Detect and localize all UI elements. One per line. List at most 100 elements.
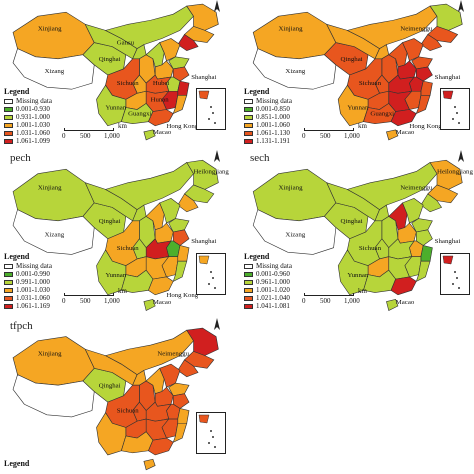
province-label: Xizang (45, 68, 65, 75)
legend-item: 0.001-0.850 (244, 105, 292, 113)
legend-item: 0.851-1.000 (244, 113, 292, 121)
legend-item: 1.061-1.169 (4, 302, 52, 310)
legend-swatch (244, 295, 253, 301)
legend-item: Missing data (4, 262, 52, 270)
province-label: Neimenggu (157, 351, 189, 358)
province-fujian (415, 260, 431, 282)
legend-label: 1.131-1.191 (256, 137, 290, 145)
province-label: Qinghai (99, 382, 121, 389)
map-legend: Legend (4, 460, 29, 469)
province-heilongjiang (186, 159, 219, 190)
province-jiangsu (172, 66, 190, 82)
legend-item: 0.991-1.000 (4, 278, 52, 286)
map-panel-tech: Xinjiang Neimenggu Qinghai Xizang Sichuan Yun… (240, 0, 474, 150)
province-label: Macao (396, 129, 415, 136)
legend-item: 1.041-1.081 (244, 302, 292, 310)
province-label: Xinjiang (278, 26, 303, 33)
province-label: Hubei (153, 80, 170, 87)
scale-unit: km (358, 287, 367, 295)
province-label: Sichuan (359, 80, 382, 87)
north-arrow-icon (210, 150, 224, 168)
legend-label: 0.001-0.960 (256, 270, 290, 278)
china-choropleth-map: Xinjiang Xizang Qinghai Gansu Sichuan YunnanG… (12, 3, 219, 141)
legend-swatch (4, 279, 13, 285)
province-xinjiang (252, 168, 337, 222)
province-liaoning (177, 359, 199, 378)
province-label: Yunnan (106, 105, 127, 112)
legend-swatch (244, 98, 253, 104)
scale-tick-label: 500 (80, 297, 91, 305)
legend-item: 1.061-1.099 (4, 137, 52, 145)
map-legend: Legend Missing data 0.001-0.930 0.931-1.000… (4, 88, 52, 145)
china-choropleth-map: Xinjiang Xizang Qinghai Heilongjiang Neimeng… (252, 159, 474, 311)
legend-label: 1.061-1.169 (16, 302, 50, 310)
scale-tick-label: 0 (302, 132, 306, 140)
province-label: Neimenggu (400, 26, 433, 33)
legend-label: 1.001-1.030 (16, 121, 50, 129)
map-panel-tfpch: tfpch Xinjiang Qinghai Sichuan Neimenggu Lege… (0, 318, 230, 474)
province-guangdong (390, 109, 417, 127)
province-neimenggu (104, 5, 194, 50)
legend-swatch (4, 295, 13, 301)
scale-tick-label: 0 (62, 132, 66, 140)
province-label: Qinghai (99, 218, 121, 225)
province-label: Qinghai (340, 56, 362, 63)
province-hainan (143, 129, 156, 141)
province-xizang (252, 48, 337, 90)
map-panel-sech: sech Xinjiang Xizang Qinghai Heilongjiang Nei… (240, 150, 474, 315)
scale-bar: 0 500 1,000 km (62, 122, 142, 142)
province-label: Xinjiang (38, 26, 62, 33)
legend-item: 0.961-1.000 (244, 278, 292, 286)
legend-title: Legend (244, 252, 270, 261)
province-jiangsu (172, 229, 190, 246)
legend-item: 1.031-1.060 (4, 294, 52, 302)
legend-label: 0.991-1.000 (16, 278, 50, 286)
legend-label: 0.931-1.000 (16, 113, 50, 121)
scale-tick-label: 1,000 (104, 132, 120, 140)
province-neimenggu (346, 5, 438, 50)
province-guangdong (148, 437, 174, 456)
province-label: Macao (153, 129, 171, 136)
legend-title: Legend (4, 87, 30, 96)
province-guangdong (390, 276, 417, 296)
province-liaoning (420, 193, 443, 213)
legend-item: Missing data (244, 262, 292, 270)
province-hainan (386, 129, 399, 141)
province-neimenggu (104, 329, 194, 375)
legend-label: 0.001-0.990 (16, 270, 50, 278)
province-label: Sichuan (117, 245, 139, 252)
province-liaoning (420, 34, 443, 52)
legend-item: 1.021-1.040 (244, 294, 292, 302)
scale-tick-label: 1,000 (104, 297, 120, 305)
scale-tick-label: 500 (320, 132, 331, 140)
legend-title: Legend (4, 252, 30, 261)
province-xinjiang (12, 168, 95, 222)
province-label: Neimenggu (400, 184, 433, 191)
legend-swatch (244, 122, 253, 128)
scale-bar: 0 500 1,000 km (62, 287, 142, 307)
province-label: Xinjiang (38, 351, 62, 358)
map-legend: Legend Missing data 0.001-0.850 0.851-1.000… (244, 88, 292, 145)
china-choropleth-map: Xinjiang Neimenggu Qinghai Xizang Sichuan Yun… (252, 3, 463, 141)
province-hainan (386, 298, 399, 311)
province-zhejiang (420, 245, 433, 262)
province-label: Guangxi (370, 111, 394, 118)
north-arrow-icon (210, 0, 224, 18)
legend-item: 0.001-0.990 (4, 270, 52, 278)
legend-item: 0.001-0.930 (4, 105, 52, 113)
legend-label: 0.961-1.000 (256, 278, 290, 286)
province-guangdong (148, 276, 174, 296)
legend-item: 1.001-1.030 (4, 121, 52, 129)
legend-swatch (4, 98, 13, 104)
legend-swatch (4, 263, 13, 269)
province-label: Guangxi (128, 111, 151, 118)
province-liaoning (177, 193, 199, 213)
china-choropleth-map: Xinjiang Qinghai Sichuan Neimenggu (12, 327, 219, 471)
legend-label: Missing data (256, 262, 292, 270)
legend-label: 1.031-1.060 (16, 129, 50, 137)
province-label: Yunnan (347, 272, 369, 279)
scale-tick-label: 1,000 (344, 132, 360, 140)
north-arrow-icon (454, 0, 468, 18)
south-china-sea-inset (196, 412, 226, 454)
scale-bar: 0 500 1,000 km (302, 122, 382, 142)
